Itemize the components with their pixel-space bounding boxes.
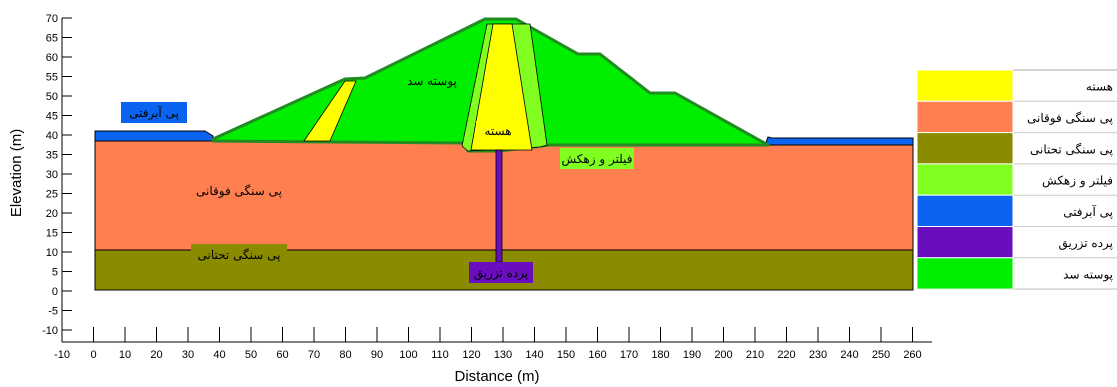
x-tick-label: 250 (872, 349, 890, 361)
x-tick-label: 0 (90, 349, 96, 361)
x-tick-label: 230 (809, 349, 827, 361)
upstream-filter-strip (303, 80, 357, 142)
legend-label: فیلتر و زهکش (1042, 174, 1113, 188)
y-tick-label: 55 (46, 72, 58, 84)
y-axis-title: Elevation (m) (8, 129, 25, 217)
x-tick-label: 10 (119, 349, 131, 361)
filter-label: فیلتر و زهکش (561, 152, 632, 166)
x-tick-label: 90 (371, 349, 383, 361)
legend: هسته پی سنگی فوقانی پی سنگی تحتانی فیلتر و … (916, 69, 1117, 290)
y-tick-label: 25 (46, 189, 58, 201)
y-tick-label: 10 (46, 247, 58, 259)
upper-rock-label: پی سنگی فوقانی (196, 184, 282, 198)
clay-core (470, 23, 533, 151)
x-tick-label: 100 (399, 349, 417, 361)
alluvium-right (764, 136, 914, 146)
legend-swatch (916, 132, 1014, 165)
legend-label: پوسته سد (1063, 267, 1113, 281)
x-tick-label: 50 (245, 349, 257, 361)
x-tick-label: 110 (431, 349, 449, 361)
y-tick-label: 60 (46, 52, 58, 64)
lower-rock-label-box (191, 244, 287, 265)
x-tick-label: 260 (903, 349, 921, 361)
y-tick-label: 65 (46, 33, 58, 45)
legend-swatch (916, 226, 1014, 259)
legend-swatch (916, 163, 1014, 196)
upper-rock-label-box (191, 180, 287, 201)
filter-label-box (560, 148, 634, 169)
x-tick-label: 170 (620, 349, 638, 361)
y-tick-label: -5 (48, 306, 58, 318)
y-tick-label: 30 (46, 169, 58, 181)
y-tick-label: 15 (46, 228, 58, 240)
alluvium-label-box (121, 102, 187, 123)
shell-label-box (402, 71, 462, 91)
shell-label: پوسته سد (407, 74, 457, 88)
grout-label-box (469, 262, 533, 283)
grout-curtain (495, 149, 503, 263)
core-label: هسته (484, 124, 511, 138)
x-tick-label: 200 (714, 349, 732, 361)
y-tick-label: 70 (46, 13, 58, 25)
y-tick-label: 45 (46, 111, 58, 123)
legend-swatch (916, 194, 1014, 227)
legend-swatch (916, 100, 1014, 134)
core-label-box (476, 121, 520, 141)
x-tick-label: 220 (777, 349, 795, 361)
x-tick-label: 60 (276, 349, 288, 361)
y-tick-label: 40 (46, 130, 58, 142)
y-tick-label: 50 (46, 91, 58, 103)
legend-label: هسته (1086, 80, 1113, 94)
x-tick-label: 130 (494, 349, 512, 361)
legend-swatch (916, 257, 1014, 290)
alluvium-left (94, 130, 214, 142)
x-tick-label: 150 (557, 349, 575, 361)
x-tick-label: 160 (588, 349, 606, 361)
x-tick-label: -10 (54, 349, 70, 361)
x-tick-label: 70 (308, 349, 320, 361)
foundation-zones (94, 130, 914, 291)
y-tick-label: 35 (46, 150, 58, 162)
x-tick-label: 120 (462, 349, 480, 361)
y-tick-label: 5 (52, 267, 58, 279)
legend-label: پی آبرفتی (1063, 204, 1113, 219)
y-tick-label: 20 (46, 208, 58, 220)
legend-label: پی سنگی تحتانی (1030, 142, 1113, 156)
x-axis: -10 0 10 20 30 40 50 60 70 80 90 100 110 120 130 140 150… (54, 327, 932, 361)
alluvium-label: پی آبرفتی (129, 105, 179, 120)
x-tick-label: 180 (651, 349, 669, 361)
grout-label: پرده تزریق (474, 266, 529, 280)
x-tick-label: 140 (525, 349, 543, 361)
zone-labels: پی آبرفتی پوسته سد هسته فیلتر و زهکش پی … (121, 71, 634, 283)
y-tick-label: 0 (52, 286, 58, 298)
legend-label: پی سنگی فوقانی (1027, 111, 1113, 125)
x-tick-label: 210 (746, 349, 764, 361)
y-tick-label: -10 (42, 325, 58, 337)
x-tick-label: 30 (182, 349, 194, 361)
x-tick-label: 240 (840, 349, 858, 361)
legend-label: پرده تزریق (1058, 236, 1113, 250)
x-tick-label: 40 (213, 349, 225, 361)
lower-rock-label: پی سنگی تحتانی (198, 248, 281, 262)
x-axis-title: Distance (m) (454, 368, 539, 385)
legend-swatch (916, 69, 1014, 102)
x-tick-label: 80 (339, 349, 351, 361)
x-tick-label: 190 (683, 349, 701, 361)
x-tick-label: 20 (150, 349, 162, 361)
